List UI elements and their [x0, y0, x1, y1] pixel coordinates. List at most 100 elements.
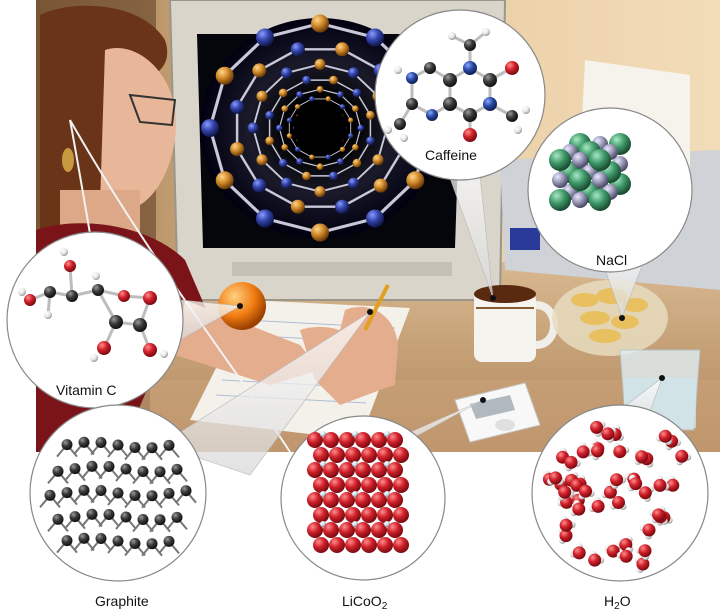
bond: [373, 179, 417, 220]
bond: [352, 72, 379, 97]
carbon-atom: [112, 535, 124, 547]
oxygen-atom: [361, 447, 377, 463]
oxygen-atom: [377, 507, 393, 523]
label-licoo2-subscript: 2: [381, 601, 388, 612]
oxygen-atom: [603, 485, 617, 499]
oxygen-atom: [393, 537, 409, 553]
oxygen-atom: [572, 546, 586, 560]
nacl-bubble: [527, 107, 693, 273]
caffeine-bubble: [374, 9, 546, 181]
label-caffeine: Caffeine: [425, 147, 477, 163]
nanotube-atom: [252, 63, 267, 78]
bond: [354, 127, 362, 148]
nanotube-atom: [281, 67, 292, 79]
nanotube-atom: [335, 199, 350, 214]
bond: [286, 182, 321, 193]
bond: [327, 98, 343, 108]
carbon-atom: [129, 538, 141, 549]
oxygen-atom: [329, 447, 345, 463]
bond: [236, 69, 261, 108]
label-vitamin-c: Vitamin C: [56, 382, 117, 398]
oxygen-atom: [371, 432, 387, 448]
carbon-atom: [112, 439, 124, 451]
carbon-atom: [137, 514, 149, 525]
nanotube-atom: [329, 171, 338, 181]
bond: [297, 98, 313, 108]
carbon-atom: [146, 538, 158, 550]
bond: [236, 148, 261, 187]
carbon-atom: [95, 533, 107, 544]
pointer-dot-nacl: [619, 315, 625, 321]
chloride-ion: [592, 172, 608, 188]
oxygen-atom: [610, 473, 624, 487]
bond: [284, 146, 301, 162]
nanotube-atom: [366, 110, 375, 120]
oxygen-atom: [307, 492, 323, 508]
oxygen-atom: [329, 507, 345, 523]
nanotube-atom: [302, 75, 311, 85]
bond: [223, 179, 267, 220]
carbon-atom: [95, 485, 107, 496]
oxygen-atom: [387, 492, 403, 508]
carbon-atom: [78, 532, 90, 544]
bond: [319, 160, 341, 168]
bond: [319, 216, 376, 235]
bond: [333, 162, 358, 177]
bond: [339, 146, 356, 162]
bond: [319, 63, 354, 74]
oxygen-atom: [345, 477, 361, 493]
oxygen-atom: [658, 429, 672, 443]
label-h2o-h: H: [604, 593, 615, 609]
carbon-atom: [163, 535, 175, 547]
bond: [282, 162, 307, 177]
licoo2-bubble: [280, 415, 446, 581]
nanotube-atom: [286, 133, 292, 139]
oxygen-atom: [576, 445, 590, 459]
nanotube-atom: [230, 99, 245, 114]
nanotube-atom: [265, 110, 274, 120]
nanotube-atom: [278, 88, 288, 98]
oxygen-atom: [371, 492, 387, 508]
nanotube-atom: [352, 158, 362, 168]
nanotube-atom: [372, 154, 384, 166]
carbon-atom: [163, 439, 175, 451]
sodium-ion: [569, 169, 591, 191]
nanotube-atom: [294, 146, 301, 152]
nanotube-atom: [325, 96, 331, 102]
carbon-atom: [129, 490, 141, 501]
bond: [258, 48, 299, 72]
bond: [264, 216, 321, 235]
carbon-atom: [52, 513, 64, 525]
nanotube-atom: [366, 136, 375, 146]
oxygen-atom: [355, 522, 371, 538]
carbon-atom: [137, 466, 149, 477]
carbon-atom: [171, 511, 183, 523]
nanotube-atom: [256, 209, 274, 228]
oxygen-atom: [313, 447, 329, 463]
nanotube-atom: [201, 119, 219, 137]
carbon-atom: [78, 484, 90, 496]
nanotube-atom: [296, 158, 303, 165]
nanotube-atom: [314, 58, 326, 70]
nanotube-atom: [366, 209, 384, 228]
oxygen-atom: [591, 444, 604, 458]
nanotube-atom: [281, 144, 289, 151]
bond: [268, 92, 284, 116]
caffeine-atoms: [384, 28, 530, 142]
sodium-ion: [589, 149, 611, 171]
label-licoo2: LiCoO2: [342, 593, 387, 612]
bond: [278, 127, 286, 148]
oxygen-atom: [591, 499, 605, 513]
nanotube-atom: [325, 154, 331, 160]
carbon-atom: [154, 466, 166, 478]
nanotube-atom: [348, 177, 359, 189]
oxygen-atom: [652, 508, 666, 522]
oxygen-atom: [345, 447, 361, 463]
nanotube-atom: [311, 223, 329, 242]
label-nacl: NaCl: [596, 252, 628, 268]
bond: [286, 63, 321, 74]
carbon-atom: [129, 442, 141, 453]
licoo2-lattice: [307, 431, 409, 553]
oxygen-atom: [371, 522, 387, 538]
